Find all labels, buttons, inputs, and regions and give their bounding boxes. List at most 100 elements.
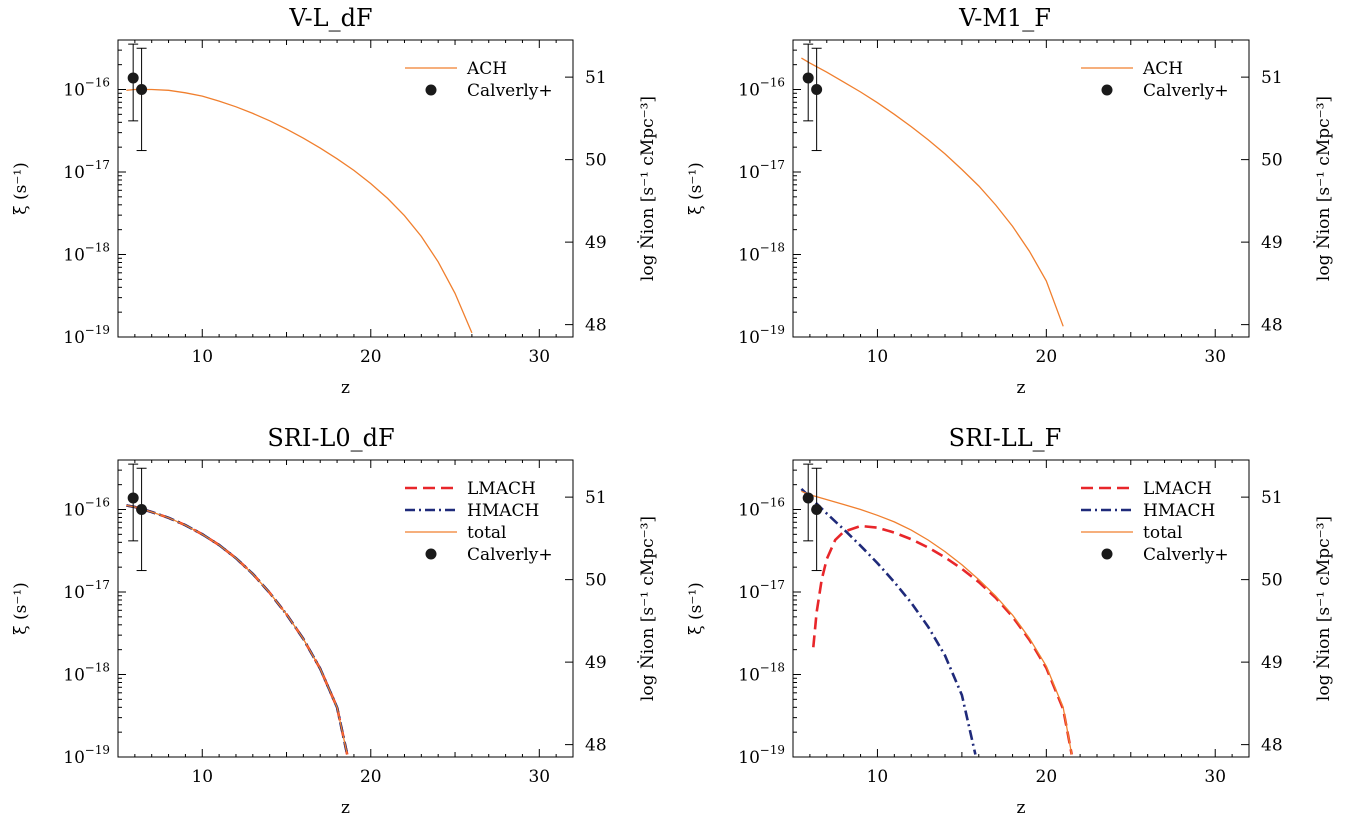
y2-tick-label: 51 [585, 68, 607, 88]
chart-panel-2: V-M1_F 10 20 30 z 10−16 10−17 10−18 10−19 51 50 49 4… [686, 4, 1334, 398]
legend-label: total [1143, 523, 1182, 543]
legend-label: ACH [466, 59, 507, 79]
y2-axis-label: log Ṅion [s⁻¹ cMpc⁻³] [637, 96, 658, 281]
chart-panel-4: SRI-LL_F 10 20 30 z 10−16 10−17 10−18 10−19 51 50 4… [686, 424, 1334, 818]
chart-title: V-L_dF [288, 4, 372, 32]
y-tick-label: 10−19 [738, 323, 785, 348]
y-axis-label: ξ (s⁻¹) [686, 162, 706, 215]
x-tick-label: 10 [191, 347, 213, 367]
x-tick-label: 20 [360, 347, 382, 367]
series-line-hmach [800, 487, 977, 755]
x-axis-label: z [1017, 378, 1026, 398]
y2-tick-label: 51 [585, 488, 607, 508]
y2-axis-label: log Ṅion [s⁻¹ cMpc⁻³] [1313, 96, 1334, 281]
x-tick-label: 20 [1036, 767, 1058, 787]
x-tick-label: 30 [528, 767, 550, 787]
legend-label: Calverly+ [467, 81, 553, 101]
chart-title: SRI-LL_F [949, 424, 1062, 452]
y2-tick-label: 48 [1261, 316, 1283, 336]
x-tick-label: 10 [867, 347, 889, 367]
series-line-total [126, 504, 348, 755]
y-tick-label: 10−18 [738, 241, 785, 266]
y-tick-label: 10−16 [738, 496, 785, 521]
legend-label: HMACH [1143, 501, 1215, 521]
y-tick-label: 10−17 [63, 158, 110, 183]
data-point [127, 492, 139, 504]
legend-marker [425, 548, 437, 560]
y2-tick-label: 50 [1261, 571, 1283, 591]
legend-label: HMACH [467, 501, 539, 521]
x-axis-label: z [341, 798, 350, 818]
legend-label: LMACH [1143, 479, 1212, 499]
data-point [802, 492, 814, 504]
x-tick-label: 20 [1036, 347, 1058, 367]
data-point [136, 504, 148, 515]
legend-marker [1101, 84, 1113, 96]
series-line-lmach [812, 524, 1073, 755]
data-point [127, 72, 139, 84]
y-tick-label: 10−18 [63, 661, 110, 686]
y-tick-label: 10−19 [738, 743, 785, 768]
y-tick-label: 10−19 [63, 323, 110, 348]
chart-panel-3: SRI-L0_dF 10 20 30 z 10−16 10−17 10−18 10−19 51 50… [11, 424, 658, 818]
y-tick-label: 10−16 [738, 76, 785, 101]
plot-frame [117, 39, 574, 338]
y2-tick-label: 51 [1261, 68, 1283, 88]
data-point [802, 72, 814, 84]
y2-tick-label: 51 [1261, 488, 1283, 508]
plot-frame [117, 459, 574, 758]
series-line-hmach [126, 504, 349, 755]
y2-tick-label: 50 [585, 151, 607, 171]
x-tick-label: 30 [528, 347, 550, 367]
series-line-total [801, 490, 1073, 755]
legend-label: Calverly+ [1143, 545, 1229, 565]
chart-title: SRI-L0_dF [267, 424, 394, 452]
y2-tick-label: 49 [585, 653, 607, 673]
legend-marker [425, 84, 437, 96]
y-tick-label: 10−18 [738, 661, 785, 686]
y2-tick-label: 49 [1261, 653, 1283, 673]
y2-tick-label: 50 [1261, 151, 1283, 171]
y-axis-label: ξ (s⁻¹) [11, 162, 31, 215]
y-axis-label: ξ (s⁻¹) [686, 582, 706, 635]
series-line-lmach [126, 504, 349, 755]
plot-frame [792, 459, 1250, 758]
chart-title: V-M1_F [958, 4, 1051, 32]
y-tick-label: 10−17 [738, 578, 785, 603]
y2-tick-label: 50 [585, 571, 607, 591]
x-axis-label: z [1017, 798, 1026, 818]
legend-label: total [467, 523, 506, 543]
data-point [811, 504, 823, 515]
y2-axis-label: log Ṅion [s⁻¹ cMpc⁻³] [1313, 516, 1334, 701]
data-point [136, 84, 148, 95]
legend-label: Calverly+ [1143, 81, 1229, 101]
x-tick-label: 30 [1204, 767, 1226, 787]
series-line-ach [126, 88, 473, 334]
series-line-ach [801, 57, 1064, 327]
y2-tick-label: 48 [1261, 736, 1283, 756]
y-tick-label: 10−16 [63, 76, 110, 101]
chart-panel-1: V-L_dF 10 20 30 z 10−16 10−17 10−18 10−19 51 50 49 4… [11, 4, 658, 398]
x-tick-label: 10 [867, 767, 889, 787]
x-tick-label: 10 [191, 767, 213, 787]
legend-label: ACH [1142, 59, 1183, 79]
y-tick-label: 10−17 [738, 158, 785, 183]
legend-label: LMACH [467, 479, 536, 499]
y2-tick-label: 49 [1261, 233, 1283, 253]
y2-tick-label: 48 [585, 316, 607, 336]
plot-frame [792, 39, 1250, 338]
legend-label: Calverly+ [467, 545, 553, 565]
y-axis-label: ξ (s⁻¹) [11, 582, 31, 635]
y-tick-label: 10−17 [63, 578, 110, 603]
y-tick-label: 10−18 [63, 241, 110, 266]
x-tick-label: 30 [1204, 347, 1226, 367]
legend-marker [1101, 548, 1113, 560]
y2-tick-label: 49 [585, 233, 607, 253]
x-tick-label: 20 [360, 767, 382, 787]
y2-tick-label: 48 [585, 736, 607, 756]
data-point [811, 84, 823, 95]
x-axis-label: z [341, 378, 350, 398]
y-tick-label: 10−19 [63, 743, 110, 768]
y-tick-label: 10−16 [63, 496, 110, 521]
